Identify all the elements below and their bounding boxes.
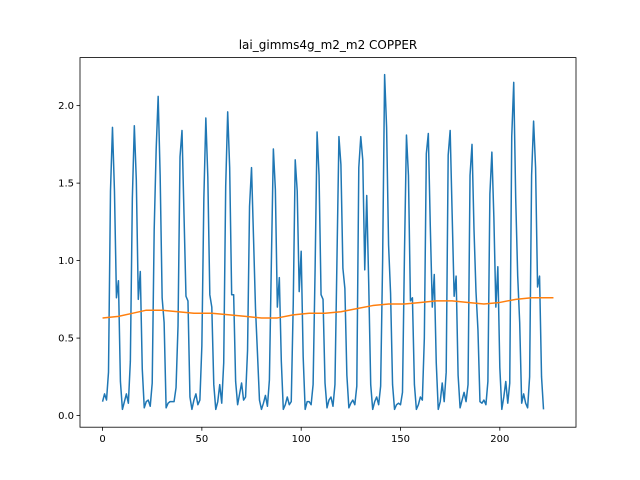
- y-tick-label: 1.0: [58, 256, 74, 267]
- x-tick-label: 200: [490, 434, 509, 445]
- series-line-2: [102, 297, 554, 319]
- x-tick-label: 100: [292, 434, 311, 445]
- axes-frame: [79, 57, 577, 428]
- x-tick-label: 0: [99, 434, 105, 445]
- y-tick-label: 0.0: [58, 411, 74, 422]
- x-axis: 0 50 100 150 200: [99, 427, 509, 445]
- y-tick-label: 2.0: [58, 101, 74, 112]
- plot-area: [101, 73, 554, 411]
- y-axis: 0.0 0.5 1.0 1.5 2.0: [58, 101, 80, 422]
- y-tick-label: 0.5: [58, 334, 74, 345]
- y-tick-label: 1.5: [58, 179, 74, 190]
- series-line-1: [101, 73, 545, 411]
- x-tick-label: 150: [391, 434, 410, 445]
- x-tick-label: 50: [195, 434, 208, 445]
- chart-title: lai_gimms4g_m2_m2 COPPER: [239, 38, 418, 52]
